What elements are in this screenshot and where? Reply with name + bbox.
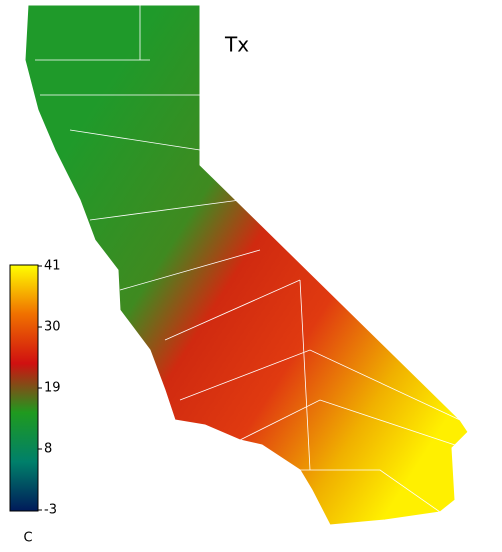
- county-lines: [35, 5, 461, 513]
- colorbar-tick-label: 30: [44, 320, 61, 335]
- colorbar-unit: C: [23, 531, 32, 546]
- colorbar-tick-label: -3: [44, 503, 57, 518]
- california-map: [24, 4, 469, 526]
- map-title: Tx: [224, 33, 249, 57]
- colorbar-tick-label: 19: [44, 381, 61, 396]
- colorbar-tick-label: 41: [44, 259, 61, 274]
- colorbar-tick-label: 8: [44, 442, 52, 457]
- colorbar: [9, 264, 39, 512]
